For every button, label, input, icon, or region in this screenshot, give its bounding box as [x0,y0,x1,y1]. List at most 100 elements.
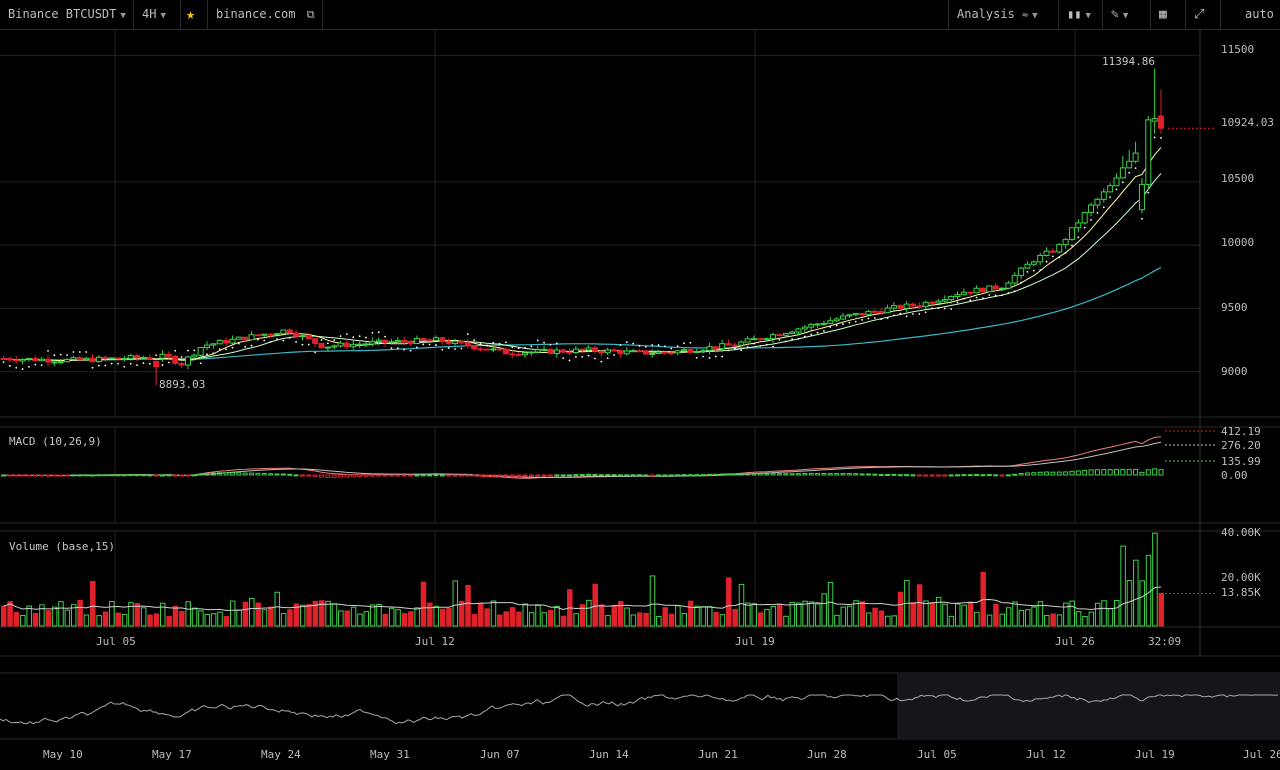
auto-scale-toggle[interactable]: auto [1220,0,1280,29]
interval-selector[interactable]: 4H ▼ [134,0,181,29]
psar-dot [40,364,43,367]
favorite-button[interactable]: ★ [181,0,208,29]
candle-body [960,291,967,296]
indicators-button[interactable]: ▦ [1150,0,1185,29]
fullscreen-button[interactable]: ⤢ [1185,0,1220,29]
macd-histogram-bar [891,473,897,476]
macd-tick-1: 412.19 [1221,425,1261,438]
macd-histogram-bar [827,473,833,476]
psar-dot [555,342,558,345]
psar-dot [263,339,266,342]
symbol-selector[interactable]: Binance BTCUSDT ▼ [0,0,134,29]
macd-histogram-bar [185,474,191,477]
psar-dot [931,307,933,310]
psar-dot [1020,281,1022,284]
macd-histogram-bar [872,473,878,476]
macd-histogram-bar [649,474,655,477]
candle-body [280,329,287,335]
psar-dot [66,354,68,356]
chart-area[interactable]: 11394.86 8893.03 10924.03 11500 10500 10… [0,30,1280,770]
candle-body [604,349,611,354]
macd-pane[interactable] [1,430,1216,479]
candle-body [331,345,338,348]
psar-dot [867,317,870,320]
macd-histogram-bar [280,473,286,476]
candle-body [744,338,751,343]
volume-bar [185,601,191,627]
volume-bar [662,607,668,627]
price-pane[interactable] [0,68,1215,386]
candle-body [693,351,700,354]
psar-dot [492,341,495,344]
volume-bar [821,593,827,627]
macd-histogram-bar [745,473,751,476]
psar-dot [1102,206,1105,209]
macd-histogram-bar [134,474,140,477]
psar-dot [21,368,24,370]
candle-body [445,341,452,345]
candle-body [89,357,96,363]
psar-dot [403,348,406,351]
chevron-down-icon: ▼ [120,11,126,21]
volume-bar [32,612,39,627]
psar-dot [1141,217,1143,220]
volume-bar [147,614,153,627]
macd-histogram-bar [846,473,852,476]
macd-histogram-bar [1094,469,1100,476]
psar-dot [174,349,177,352]
macd-histogram-bar [1120,468,1126,476]
volume-bar [344,610,350,627]
psar-dot [72,351,75,353]
macd-histogram-bar [840,473,846,476]
psar-dot [746,345,749,348]
macd-histogram-bar [910,474,916,477]
volume-bar [134,602,141,627]
candle-style-button[interactable]: ▮▮ ▼ [1058,0,1102,29]
nav-tick-may10: May 10 [43,748,83,761]
volume-bar [357,613,363,627]
volume-bar [967,601,974,627]
psar-dot [638,345,641,347]
psar-dot [346,333,348,335]
macd-histogram-bar [885,473,891,476]
navigator-pane[interactable] [0,673,1280,739]
psar-dot [1147,191,1150,194]
volume-bar [668,613,675,627]
candle-body [776,334,783,337]
psar-dot [714,355,717,358]
candle-body [801,326,808,330]
macd-histogram-bar [948,474,954,477]
draw-tools-button[interactable]: ✎ ▼ [1102,0,1150,29]
volume-bar [522,603,529,627]
candle-body [820,322,827,325]
macd-histogram-bar [414,474,420,477]
volume-pane[interactable] [1,532,1216,627]
analysis-menu[interactable]: Analysis ≈ ▼ [948,0,1058,29]
macd-histogram-bar [961,474,967,477]
psar-dot [1134,167,1137,170]
volume-bar [554,605,560,627]
macd-histogram-bar [198,473,204,476]
macd-histogram-bar [1145,469,1151,476]
auto-label: auto [1245,7,1274,21]
macd-histogram-bar [331,474,337,478]
macd-histogram-bar [490,474,496,477]
macd-histogram-bar [859,473,865,476]
volume-bar [687,600,694,627]
macd-histogram-bar [306,474,312,477]
volume-bar [39,604,45,627]
psar-dot [447,347,450,349]
volume-bar [840,606,847,627]
candle-body [216,339,223,345]
macd-histogram-bar [1139,471,1145,476]
volume-bar [64,609,71,627]
macd-histogram-bar [776,473,782,476]
psar-dot [53,354,56,357]
volume-bar [1114,599,1120,627]
volume-bar [872,607,878,627]
source-link[interactable]: binance.com ⧉ [208,0,323,29]
volume-bar [102,611,109,627]
macd-histogram-bar [637,474,642,477]
volume-bar [789,601,796,627]
nav-tick-may17: May 17 [152,748,192,761]
